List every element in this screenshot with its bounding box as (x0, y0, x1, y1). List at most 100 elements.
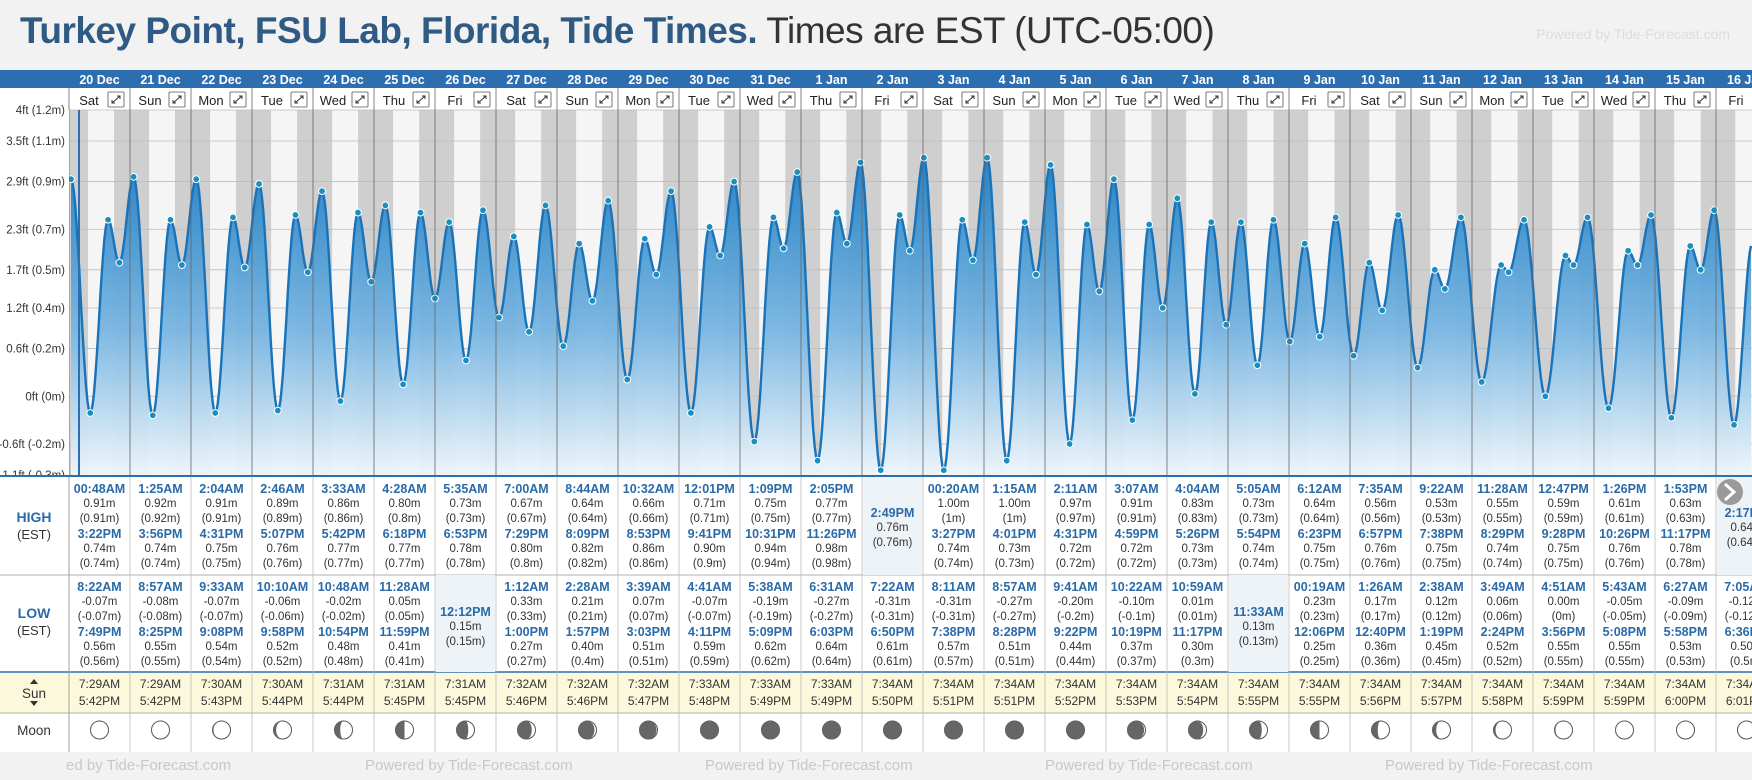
tide-height: 0.74m (1243, 543, 1275, 555)
sunrise-time: 7:29AM (140, 677, 181, 691)
tide-height-alt: (0.53m) (1666, 656, 1706, 668)
tide-height: 0.91m (206, 498, 238, 510)
tide-time: 6:27AM (1663, 580, 1707, 594)
expand-day-button[interactable] (1693, 91, 1711, 108)
tide-height: 0.76m (267, 543, 299, 555)
date-header-label: 11 Jan (1422, 73, 1460, 87)
low-tide-point (687, 409, 695, 417)
tide-height-alt: (-0.07m) (78, 611, 122, 623)
expand-day-button[interactable] (1571, 91, 1589, 108)
row-label-high: HIGH (17, 509, 52, 525)
high-tide-point (1269, 215, 1278, 224)
expand-day-button[interactable] (107, 91, 125, 108)
expand-day-button[interactable] (1144, 91, 1162, 108)
tide-height: 0.82m (572, 543, 604, 555)
high-tide-point (1110, 175, 1118, 184)
moon-phase-icon (1493, 720, 1512, 740)
tide-height: -0.10m (1119, 596, 1155, 608)
tide-height: 0.74m (145, 543, 177, 555)
expand-day-button[interactable] (717, 91, 735, 108)
tide-time: 3:07AM (1114, 482, 1158, 496)
expand-day-button[interactable] (168, 91, 186, 108)
weekday-label: Fri (1301, 93, 1316, 108)
expand-day-button[interactable] (1327, 91, 1345, 108)
expand-day-button[interactable] (1449, 91, 1467, 108)
date-header-label: 3 Jan (938, 73, 970, 87)
tide-time: 12:40PM (1355, 625, 1406, 639)
tide-height: 0.67m (511, 498, 543, 510)
expand-day-button[interactable] (534, 91, 552, 108)
weekday-label: Thu (810, 93, 832, 108)
tide-height-alt: (0.76m) (873, 537, 913, 549)
tide-height-alt: (0.73m) (1239, 513, 1279, 525)
tide-height: 0.30m (1182, 641, 1214, 653)
expand-day-button[interactable] (778, 91, 796, 108)
tide-time: 8:53PM (627, 527, 671, 541)
expand-day-button[interactable] (1388, 91, 1406, 108)
expand-day-button[interactable] (595, 91, 613, 108)
sunset-time: 5:42PM (140, 694, 181, 708)
expand-day-button[interactable] (473, 91, 491, 108)
y-axis-panel (0, 110, 69, 475)
sunrise-time: 7:32AM (506, 677, 547, 691)
expand-day-button[interactable] (290, 91, 308, 108)
tide-time: 3:03PM (627, 625, 671, 639)
expand-day-button[interactable] (229, 91, 247, 108)
expand-day-button[interactable] (656, 91, 674, 108)
tide-time: 5:05AM (1236, 482, 1280, 496)
date-header-label: 27 Dec (506, 73, 546, 87)
tide-time: 00:19AM (1294, 580, 1345, 594)
tide-time: 9:41PM (688, 527, 732, 541)
expand-day-button[interactable] (1266, 91, 1284, 108)
tide-height: 0.55m (1487, 498, 1519, 510)
tide-time: 10:19PM (1111, 625, 1162, 639)
expand-day-button[interactable] (351, 91, 369, 108)
expand-day-button[interactable] (1510, 91, 1528, 108)
tide-height-alt: (0.82m) (568, 558, 608, 570)
corner-cell (0, 88, 69, 110)
page-title: Turkey Point, FSU Lab, Florida, Tide Tim… (20, 10, 1215, 52)
expand-day-button[interactable] (1022, 91, 1040, 108)
date-header-label: 30 Dec (689, 73, 729, 87)
tide-height: 0.74m (1487, 543, 1519, 555)
high-tide-point (229, 213, 237, 222)
powered-by-badge[interactable]: Powered by Tide-Forecast.com (1536, 26, 1730, 42)
sunrise-time: 7:32AM (567, 677, 608, 691)
low-tide-point (1667, 413, 1676, 422)
low-tide-point (1002, 456, 1011, 465)
tide-time: 9:41AM (1053, 580, 1097, 594)
expand-day-button[interactable] (412, 91, 430, 108)
tide-height: 1.00m (999, 498, 1031, 510)
tide-height-alt: (0.77m) (385, 558, 425, 570)
tide-height-alt: (0.72m) (1117, 558, 1157, 570)
y-tick-label: 4ft (1.2m) (16, 105, 65, 117)
tide-height-alt: (-0.09m) (1664, 611, 1708, 623)
date-header-label: 10 Jan (1361, 73, 1400, 87)
expand-day-button[interactable] (1205, 91, 1223, 108)
moon-phase-icon (761, 720, 780, 740)
moon-phase-icon (395, 720, 414, 740)
expand-day-button[interactable] (839, 91, 857, 108)
sunset-time: 5:48PM (689, 694, 730, 708)
tide-height: 0.64m (1731, 522, 1752, 534)
tide-height-alt: (0.52m) (263, 656, 303, 668)
tide-time: 6:57PM (1359, 527, 1403, 541)
expand-day-button[interactable] (900, 91, 918, 108)
high-tide-point (1046, 160, 1055, 169)
high-tide-point (604, 196, 613, 205)
tide-height: -0.27m (814, 596, 850, 608)
tide-time: 1:26AM (1358, 580, 1402, 594)
sunset-time: 5:44PM (262, 694, 303, 708)
tide-time: 2:49PM (871, 506, 915, 520)
expand-day-button[interactable] (961, 91, 979, 108)
tide-time: 6:18PM (383, 527, 427, 541)
next-days-button[interactable] (1717, 479, 1743, 505)
tide-height: 0.75m (206, 543, 238, 555)
tide-time: 2:04AM (199, 482, 243, 496)
expand-day-button[interactable] (1083, 91, 1101, 108)
tide-height-alt: (0.01m) (1178, 611, 1218, 623)
expand-arrow-icon (355, 95, 365, 104)
expand-day-button[interactable] (1632, 91, 1650, 108)
low-tide-point (1158, 304, 1167, 312)
tide-time: 4:59PM (1115, 527, 1159, 541)
